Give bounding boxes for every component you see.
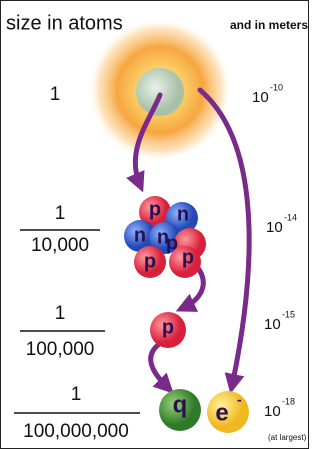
electron-label: e	[215, 399, 228, 426]
proton-label: p	[162, 316, 174, 338]
header-right: and in meters	[230, 18, 308, 32]
meters-base: 10	[264, 403, 281, 420]
meters-exponent: -14	[284, 212, 297, 222]
meters-base: 10	[266, 219, 283, 236]
quark-label: q	[173, 391, 188, 418]
electron-charge: -	[237, 392, 242, 408]
header-left: size in atoms	[6, 12, 123, 34]
diagram: size in atoms and in meters p n n n p p …	[0, 0, 309, 449]
meters-exponent: -18	[282, 396, 295, 406]
meters-note: (at largest)	[268, 433, 307, 442]
nucleon-label: p	[149, 198, 161, 220]
atoms-numerator: 1	[55, 303, 66, 324]
atoms-denominator: 10,000	[31, 235, 89, 256]
atoms-numerator: 1	[55, 203, 66, 224]
meters-base: 10	[252, 89, 269, 106]
nucleon-label: p	[166, 232, 178, 254]
atoms-denominator: 100,000	[26, 339, 95, 360]
nucleon-label: p	[144, 250, 156, 272]
atoms-denominator: 100,000,000	[23, 421, 129, 442]
meters-base: 10	[264, 316, 281, 333]
meters-exponent: -10	[270, 82, 283, 92]
meters-exponent: -15	[282, 309, 295, 319]
atoms-numerator: 1	[50, 84, 61, 105]
atom-core	[136, 68, 184, 116]
nucleon-label: n	[134, 224, 146, 246]
atoms-numerator: 1	[71, 384, 82, 405]
nucleon-label: n	[177, 203, 189, 225]
nucleon-label: p	[182, 246, 194, 268]
